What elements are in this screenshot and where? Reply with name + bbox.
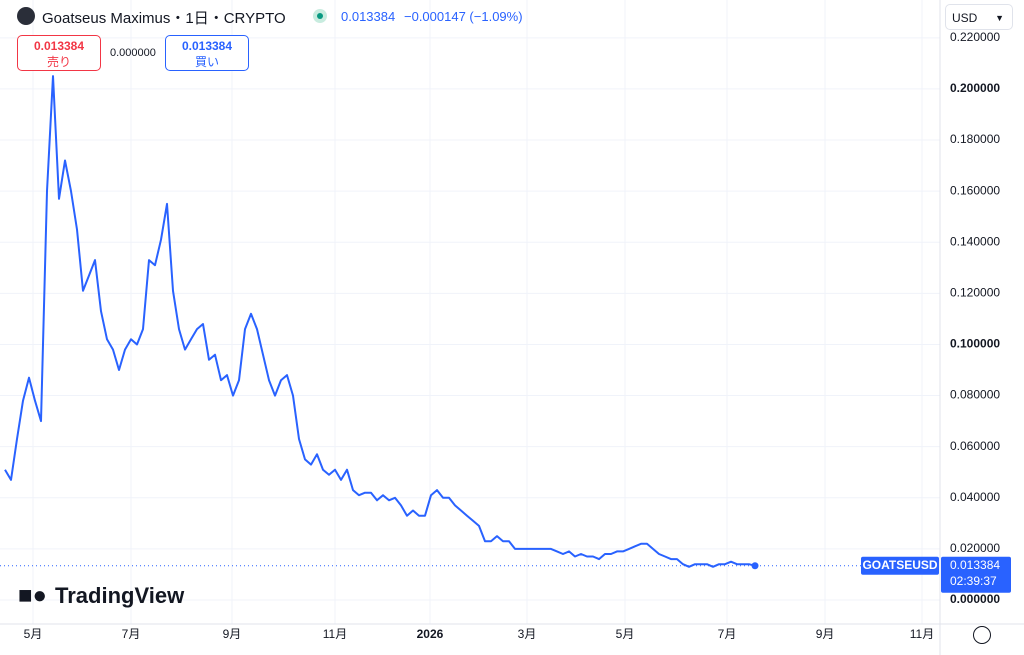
y-tick-label: 0.180000: [950, 132, 1000, 146]
spread: 0.000000: [110, 47, 156, 59]
y-tick-label: 0.020000: [950, 541, 1000, 555]
logo: ■● TradingView: [18, 582, 185, 609]
last-price: 0.013384: [341, 9, 396, 24]
y-tick-label: 0.220000: [950, 30, 1000, 44]
y-tick-label: 0.060000: [950, 439, 1000, 453]
symbol-tag-label: GOATSEUSD: [862, 558, 937, 572]
x-tick-label: 7月: [122, 627, 141, 641]
x-tick-label: 3月: [518, 627, 537, 641]
sell-label: 売り: [46, 55, 71, 69]
buy-price: 0.013384: [181, 39, 233, 53]
x-tick-label: 11月: [910, 627, 934, 641]
price-tag: [941, 556, 1011, 593]
logo-text: TradingView: [55, 583, 185, 608]
currency: USD: [952, 11, 978, 25]
symbol-title[interactable]: Goatseus Maximus・1日・CRYPTO: [42, 10, 286, 27]
x-tick-label: 11月: [323, 627, 347, 641]
settings-button[interactable]: [973, 626, 991, 644]
status-dot: [313, 9, 327, 23]
symbol-icon: [17, 7, 35, 25]
x-tick-label: 5月: [24, 627, 43, 641]
currency-select[interactable]: USD ▼: [945, 4, 1013, 30]
y-tick-label: 0.140000: [950, 234, 1000, 248]
price-line: [4, 75, 756, 568]
y-tick-label: 0.120000: [950, 286, 1000, 300]
plot-background: [0, 0, 940, 624]
y-tick-label: 0.040000: [950, 490, 1000, 504]
y-tick-label: 0.080000: [950, 388, 1000, 402]
price-tag-label: 0.013384: [950, 558, 1000, 572]
price-change: −0.000147 (−1.09%): [404, 9, 523, 24]
x-tick-label: 9月: [223, 627, 242, 641]
last-price-dot: [751, 562, 759, 570]
y-tick-label: 0.200000: [950, 81, 1000, 95]
buy-button[interactable]: 0.013384 買い: [165, 35, 249, 71]
y-tick-label: 0.160000: [950, 183, 1000, 197]
x-tick-label: 5月: [616, 627, 635, 641]
y-tick-label: 0.000000: [950, 592, 1000, 606]
sell-price: 0.013384: [33, 39, 85, 53]
y-tick-label: 0.100000: [950, 337, 1000, 351]
sell-button[interactable]: 0.013384 売り: [17, 35, 101, 71]
x-tick-label: 2026: [417, 627, 444, 641]
x-tick-label: 7月: [718, 627, 737, 641]
x-tick-label: 9月: [816, 627, 835, 641]
symbol-tag: [861, 556, 939, 575]
buy-label: 買い: [194, 55, 219, 69]
countdown: 02:39:37: [950, 574, 997, 588]
